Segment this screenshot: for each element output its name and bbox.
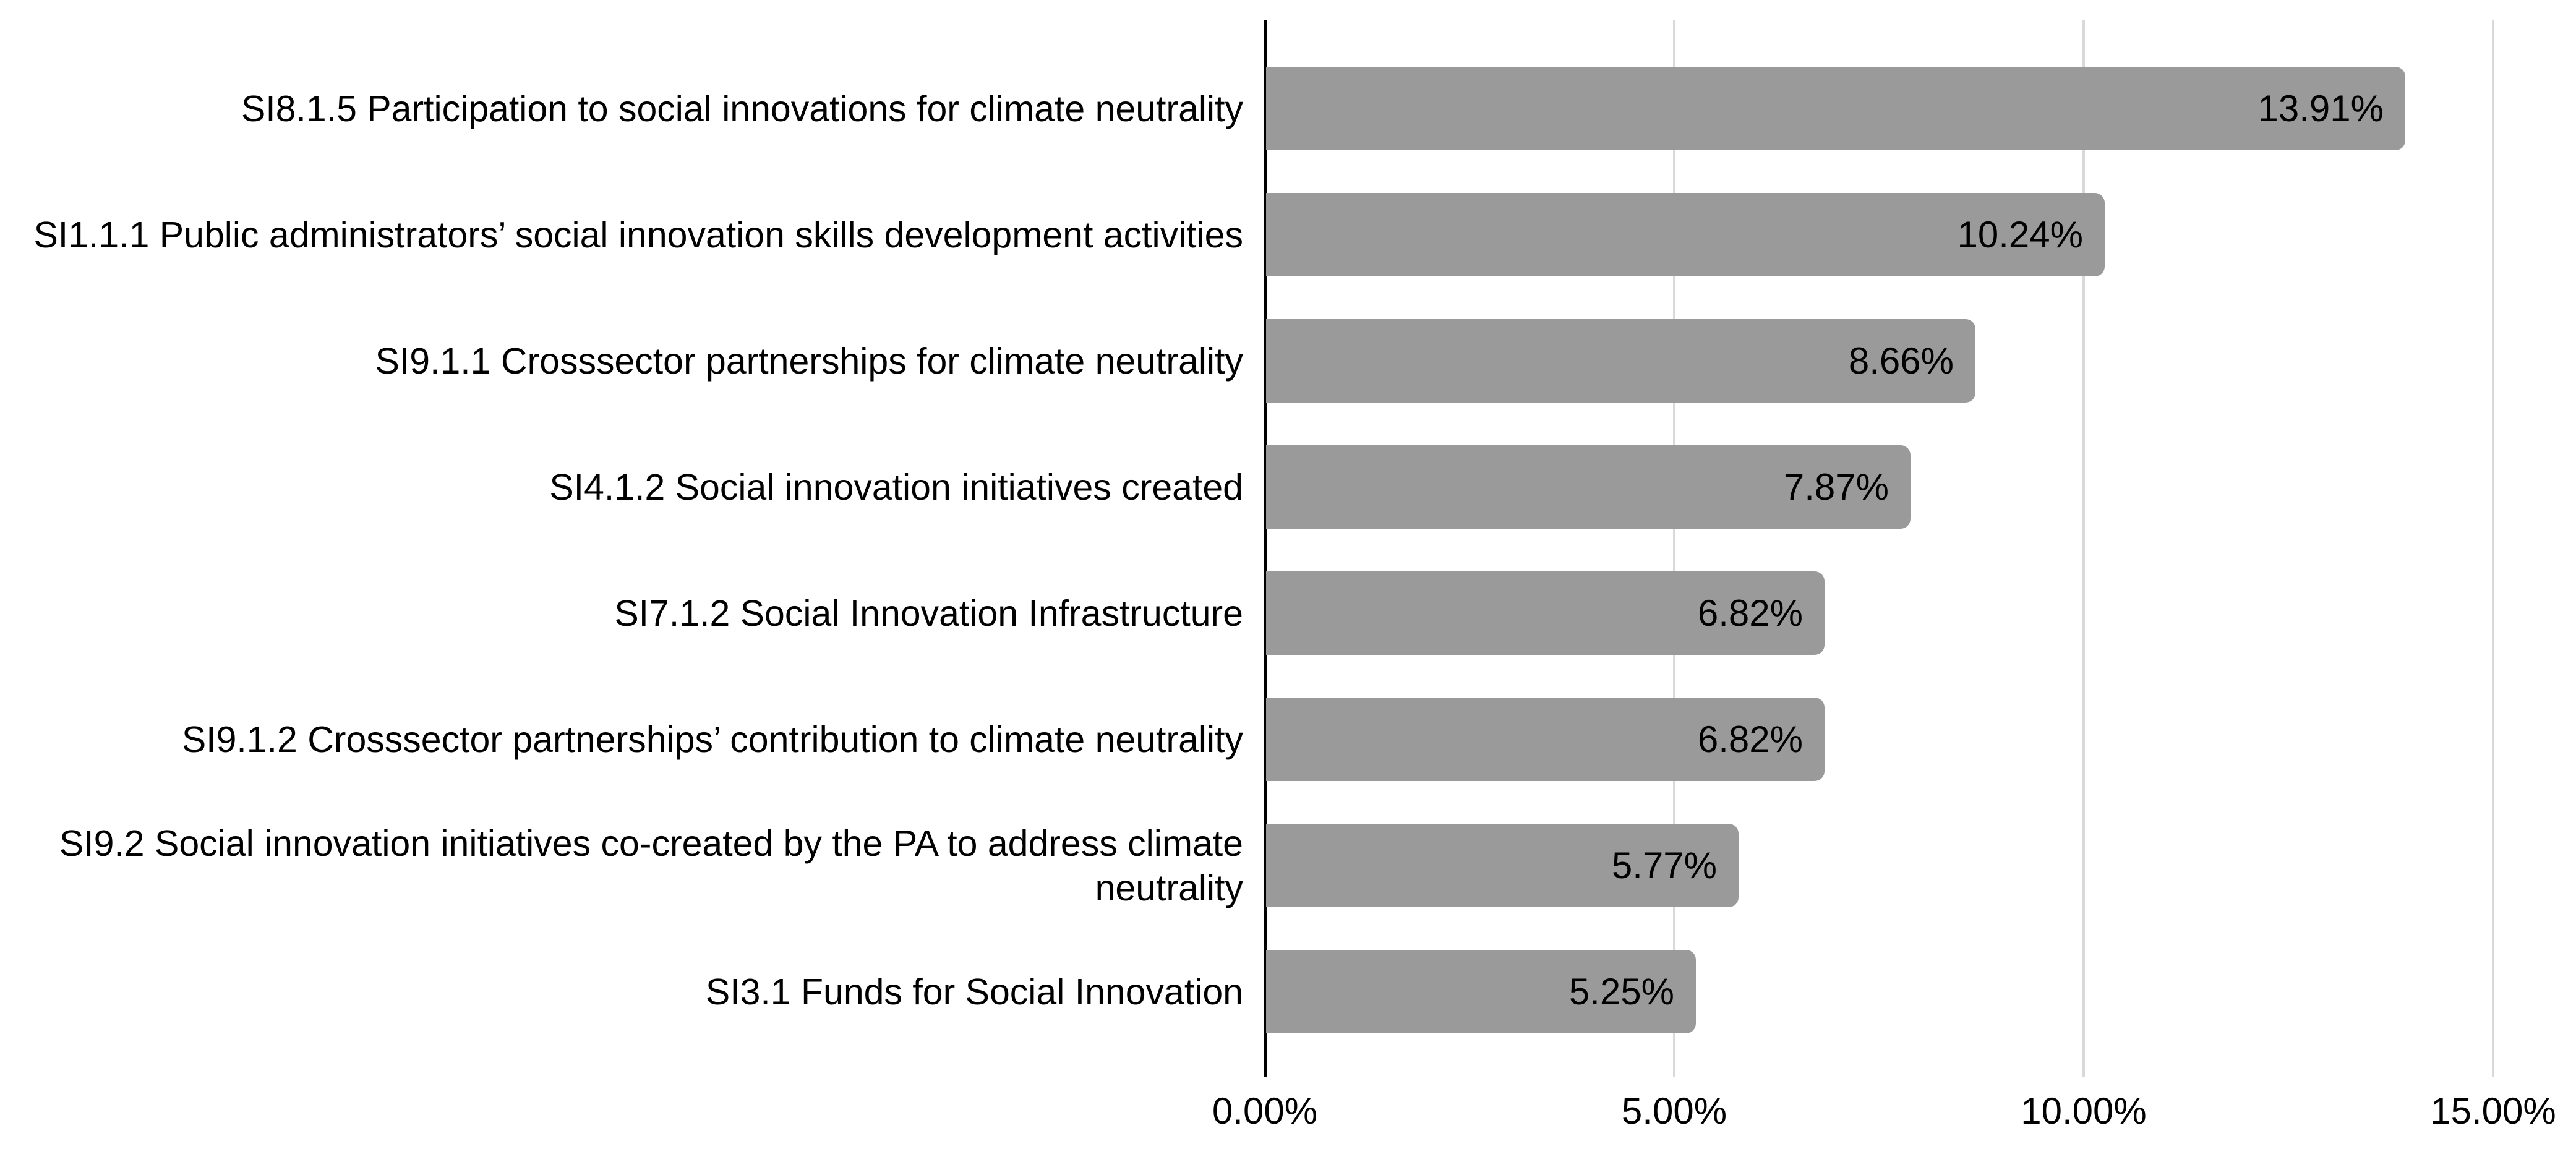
category-label: SI4.1.2 Social innovation initiatives cr… [549,466,1243,508]
bar-value-label: 13.91% [2257,88,2384,129]
x-tick-label: 10.00% [2021,1090,2147,1132]
bar: 13.91% [1266,67,2405,150]
bar-value-label: 6.82% [1697,592,1803,634]
x-tick-label: 0.00% [1212,1090,1318,1132]
category-label: SI9.2 Social innovation initiatives co-c… [59,822,1243,908]
y-axis-line [1264,20,1267,1077]
bar-value-label: 8.66% [1848,340,1954,382]
bar: 5.25% [1266,950,1696,1033]
bar: 6.82% [1266,698,1825,781]
category-label: SI9.1.1 Crosssector partnerships for cli… [375,340,1243,382]
bar-value-label: 5.25% [1568,971,1674,1012]
bar: 10.24% [1266,193,2105,276]
gridline-15.00% [2492,20,2494,1077]
x-tick-label: 15.00% [2430,1090,2556,1132]
category-label: SI9.1.2 Crosssector partnerships’ contri… [181,719,1243,760]
x-tick-label: 5.00% [1621,1090,1727,1132]
bar-value-label: 5.77% [1611,845,1717,886]
bar-value-label: 7.87% [1783,466,1889,508]
gridline-5.00% [1673,20,1675,1077]
gridline-10.00% [2082,20,2085,1077]
category-label: SI7.1.2 Social Innovation Infrastructure [614,592,1243,634]
category-label: SI8.1.5 Participation to social innovati… [241,88,1243,129]
bar: 7.87% [1266,445,1911,529]
bar-value-label: 10.24% [1957,214,2084,255]
category-label: SI3.1 Funds for Social Innovation [705,971,1243,1012]
bar: 8.66% [1266,319,1975,403]
bar-value-label: 6.82% [1697,719,1803,760]
category-label: SI1.1.1 Public administrators’ social in… [33,214,1243,255]
bar: 6.82% [1266,571,1825,655]
bar: 5.77% [1266,824,1739,907]
